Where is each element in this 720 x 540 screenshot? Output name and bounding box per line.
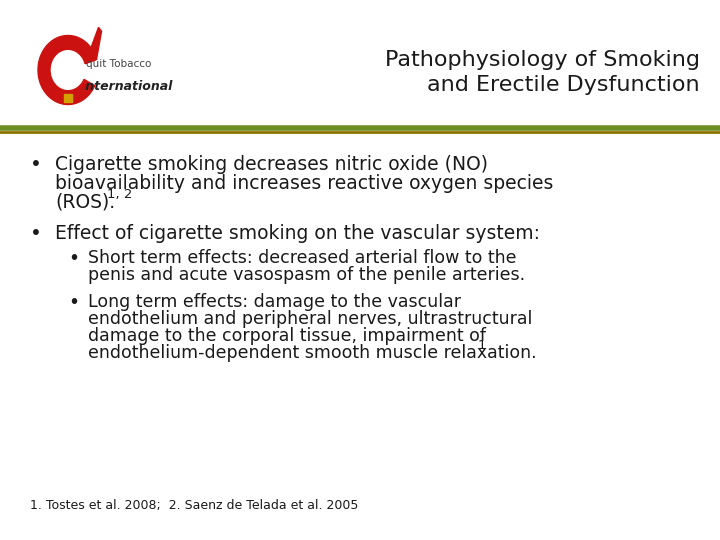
Polygon shape <box>56 57 76 75</box>
Text: •: • <box>68 249 79 268</box>
Text: I: I <box>82 79 86 92</box>
Polygon shape <box>38 36 96 105</box>
Text: damage to the corporal tissue, impairment of: damage to the corporal tissue, impairmen… <box>88 327 486 345</box>
Text: Cigarette smoking decreases nitric oxide (NO): Cigarette smoking decreases nitric oxide… <box>55 155 488 174</box>
Text: endothelium-dependent smooth muscle relaxation.: endothelium-dependent smooth muscle rela… <box>88 344 536 362</box>
Text: 1, 2: 1, 2 <box>107 188 132 201</box>
Text: penis and acute vasospasm of the penile arteries.: penis and acute vasospasm of the penile … <box>88 266 525 284</box>
Polygon shape <box>85 28 102 64</box>
Text: Pathophysiology of Smoking
and Erectile Dysfunction: Pathophysiology of Smoking and Erectile … <box>385 50 700 95</box>
Text: •: • <box>30 224 42 243</box>
Text: •: • <box>68 293 79 312</box>
Text: 1: 1 <box>478 339 487 352</box>
Text: quit Tobacco: quit Tobacco <box>86 59 151 69</box>
Text: 1. Tostes et al. 2008;  2. Saenz de Telada et al. 2005: 1. Tostes et al. 2008; 2. Saenz de Telad… <box>30 499 359 512</box>
Text: bioavailability and increases reactive oxygen species: bioavailability and increases reactive o… <box>55 174 554 193</box>
Text: Effect of cigarette smoking on the vascular system:: Effect of cigarette smoking on the vascu… <box>55 224 540 243</box>
Polygon shape <box>64 94 72 102</box>
Text: endothelium and peripheral nerves, ultrastructural: endothelium and peripheral nerves, ultra… <box>88 310 532 328</box>
Text: Long term effects: damage to the vascular: Long term effects: damage to the vascula… <box>88 293 461 311</box>
Text: •: • <box>30 155 42 174</box>
Text: Short term effects: decreased arterial flow to the: Short term effects: decreased arterial f… <box>88 249 516 267</box>
Text: ınternational: ınternational <box>82 79 174 92</box>
Text: (ROS).: (ROS). <box>55 193 115 212</box>
